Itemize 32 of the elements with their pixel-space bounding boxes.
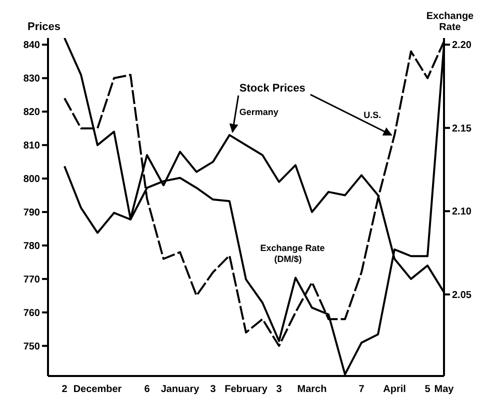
- x-tick-label: January: [160, 384, 200, 395]
- y-tick-label: 820: [23, 107, 40, 118]
- y2-tick-label: 2.05: [452, 290, 472, 301]
- x-tick-label: 5: [424, 384, 431, 395]
- x-tick-label: March: [297, 384, 327, 395]
- y-tick-label: 750: [23, 341, 40, 352]
- y-tick-label: 790: [23, 208, 40, 219]
- y2-axis-title: Exchange Rate: [426, 11, 474, 33]
- y-tick-label: 800: [23, 174, 40, 186]
- y-tick-label: 830: [23, 74, 40, 85]
- annotation: Stock Prices: [239, 82, 306, 95]
- x-tick-label: 7: [358, 384, 365, 395]
- x-tick-label: February: [224, 384, 268, 395]
- y2-tick-label: 2.20: [452, 40, 472, 52]
- y2-tick-label: 2.15: [452, 123, 472, 134]
- x-tick-label: April: [383, 384, 406, 395]
- y-tick-label: 780: [23, 241, 40, 252]
- y-tick-label: 760: [23, 308, 40, 319]
- series-label: Exchange Rate (DM/$): [260, 243, 325, 264]
- y-axis-title: Prices: [27, 21, 61, 33]
- x-tick-label: 2: [62, 384, 68, 395]
- x-tick-label: 3: [276, 384, 282, 395]
- y-tick-label: 810: [23, 140, 40, 152]
- x-tick-label: May: [434, 384, 454, 395]
- series-label: U.S.: [364, 110, 382, 120]
- y-tick-label: 840: [23, 40, 40, 52]
- y-tick-label: 770: [23, 274, 40, 286]
- text: Germany: [239, 107, 278, 118]
- x-tick-label: 6: [144, 384, 150, 395]
- x-tick-label: December: [73, 384, 122, 395]
- x-tick-label: 3: [210, 384, 216, 395]
- y2-tick-label: 2.10: [452, 206, 472, 218]
